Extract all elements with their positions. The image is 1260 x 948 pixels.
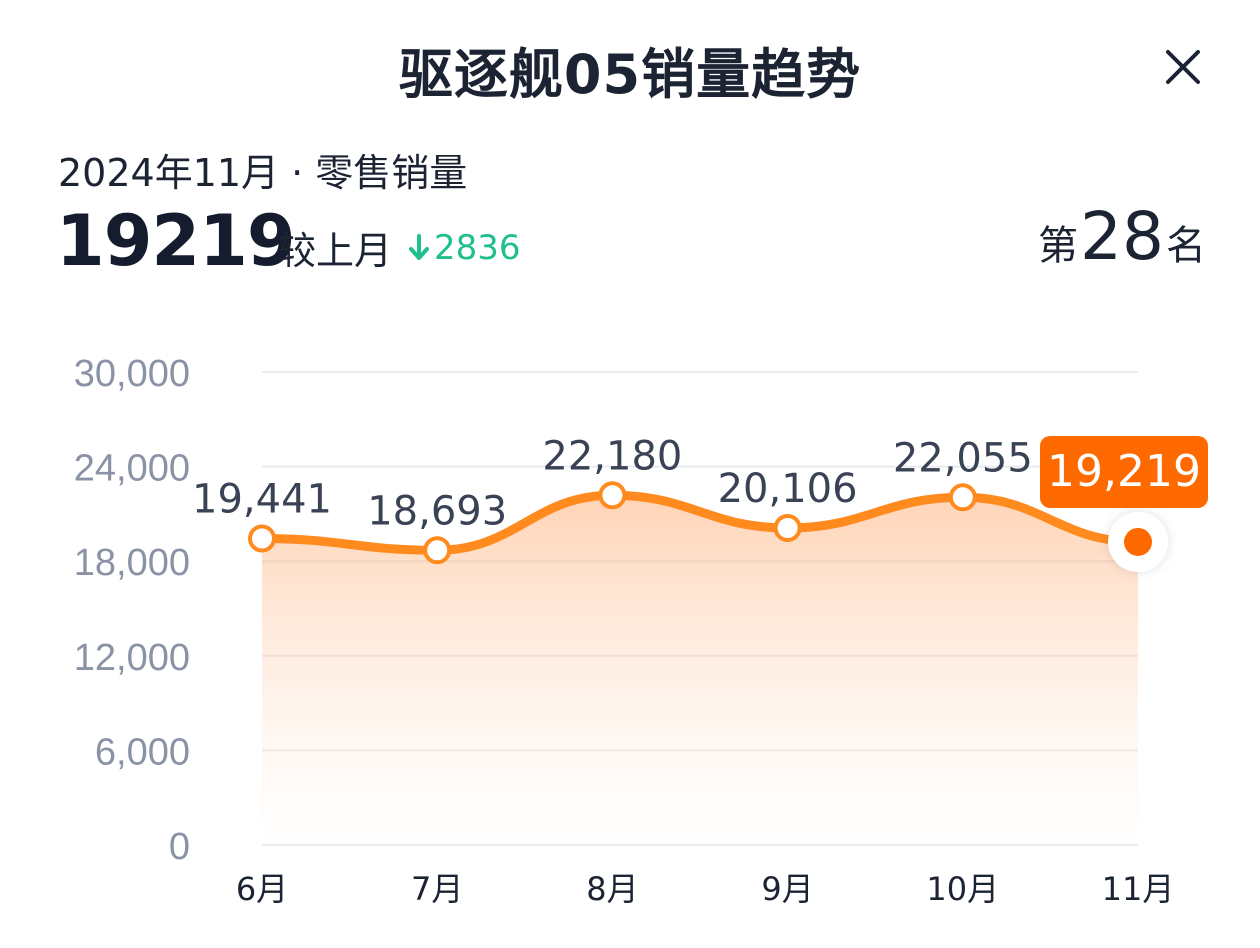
page-title: 驱逐舰05销量趋势 xyxy=(398,43,862,106)
x-tick-label: 10月 xyxy=(926,870,999,908)
y-tick-label: 18,000 xyxy=(74,542,190,584)
data-label: 22,180 xyxy=(542,433,682,479)
data-label: 18,693 xyxy=(367,488,507,534)
data-label: 19,441 xyxy=(192,476,332,522)
rank-number: 28 xyxy=(1080,198,1164,275)
x-tick-label: 7月 xyxy=(411,870,463,908)
compare-label: 较上月 xyxy=(278,229,393,273)
data-label: 19,219 xyxy=(1047,446,1201,497)
y-tick-label: 30,000 xyxy=(74,353,190,395)
rank-suffix: 名 xyxy=(1166,223,1206,269)
sales-value: 19219 xyxy=(56,200,296,282)
x-tick-label: 9月 xyxy=(761,870,813,908)
data-point[interactable] xyxy=(1124,527,1152,556)
sales-period-label: 2024年11月 · 零售销量 xyxy=(58,151,468,195)
data-point[interactable] xyxy=(948,483,977,512)
x-tick-label: 11月 xyxy=(1102,870,1175,908)
month-compare: 较上月 2836 xyxy=(278,220,521,275)
rank: 第 28 名 xyxy=(1038,198,1206,275)
y-tick-label: 12,000 xyxy=(74,637,190,679)
data-label: 20,106 xyxy=(718,466,858,512)
series-line xyxy=(257,490,1143,555)
delta-badge: 2836 xyxy=(408,228,521,268)
data-point[interactable] xyxy=(773,513,802,542)
close-button[interactable] xyxy=(1160,44,1206,90)
highlight-label-badge xyxy=(1040,435,1208,508)
arrow-down-icon xyxy=(409,233,430,260)
data-point[interactable] xyxy=(598,481,627,510)
close-icon[interactable] xyxy=(1160,44,1206,90)
data-label: 22,055 xyxy=(893,435,1033,481)
y-tick-label: 6,000 xyxy=(95,731,190,773)
y-tick-label: 24,000 xyxy=(74,448,190,490)
y-tick-label: 0 xyxy=(169,826,190,868)
x-tick-label: 8月 xyxy=(586,870,638,908)
delta-value: 2836 xyxy=(434,227,521,268)
rank-prefix: 第 xyxy=(1038,223,1079,269)
data-point[interactable] xyxy=(248,524,276,553)
x-tick-label: 6月 xyxy=(236,870,288,908)
data-point[interactable] xyxy=(423,536,452,565)
sales-trend-chart: 19,441 18,693 22,180 20,106 22,055 19,219 30,… xyxy=(74,353,1208,908)
series-area xyxy=(262,495,1138,845)
